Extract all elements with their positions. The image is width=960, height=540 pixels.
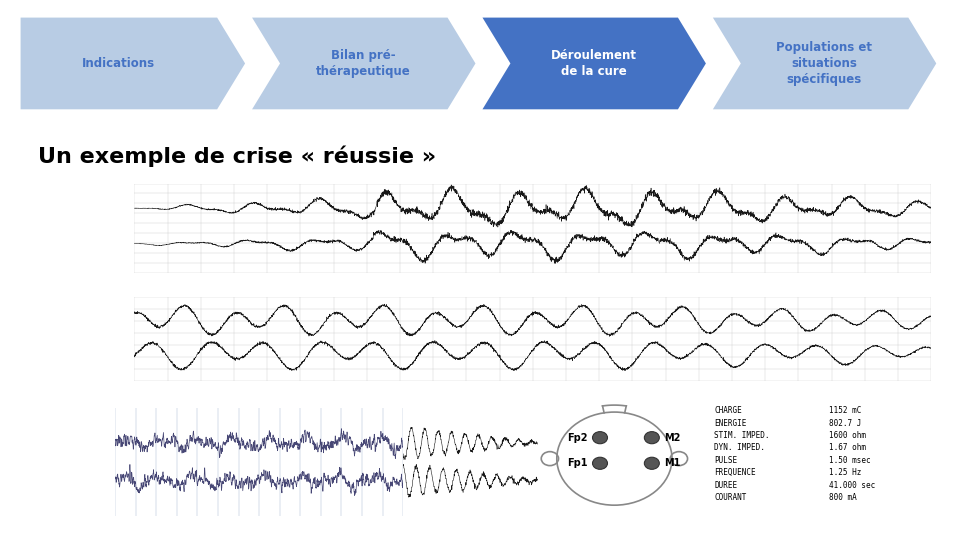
Text: M2: M2	[664, 433, 681, 443]
Text: 1600 ohm: 1600 ohm	[829, 431, 867, 440]
Text: DYN. IMPED.: DYN. IMPED.	[714, 443, 765, 453]
Text: 800 mA: 800 mA	[829, 493, 857, 502]
Text: Populations et
situations
spécifiques: Populations et situations spécifiques	[776, 41, 872, 86]
Polygon shape	[710, 16, 938, 111]
Text: Bilan pré-
thérapeutique: Bilan pré- thérapeutique	[316, 49, 411, 78]
Circle shape	[644, 457, 660, 469]
Circle shape	[592, 431, 608, 444]
Text: STIM. IMPED.: STIM. IMPED.	[714, 431, 770, 440]
Text: 1.50 msec: 1.50 msec	[829, 456, 871, 465]
Text: Un exemple de crise « réussie »: Un exemple de crise « réussie »	[38, 146, 437, 167]
Text: COURANT: COURANT	[714, 493, 747, 502]
Text: 1152 mC: 1152 mC	[829, 406, 862, 415]
Text: 802.7 J: 802.7 J	[829, 418, 862, 428]
Text: Fp2: Fp2	[566, 433, 588, 443]
Text: PULSE: PULSE	[714, 456, 737, 465]
Text: 1.67 ohm: 1.67 ohm	[829, 443, 867, 453]
Text: FREQUENCE: FREQUENCE	[714, 468, 756, 477]
Text: Déroulement
de la cure: Déroulement de la cure	[551, 49, 636, 78]
Text: Indications: Indications	[82, 57, 156, 70]
Text: CHARGE: CHARGE	[714, 406, 742, 415]
Text: DUREE: DUREE	[714, 481, 737, 490]
Polygon shape	[250, 16, 477, 111]
Text: M1: M1	[664, 458, 681, 468]
Text: 1.25 Hz: 1.25 Hz	[829, 468, 862, 477]
Text: ENERGIE: ENERGIE	[714, 418, 747, 428]
Polygon shape	[480, 16, 708, 111]
Polygon shape	[19, 16, 247, 111]
Circle shape	[644, 431, 660, 444]
Circle shape	[592, 457, 608, 469]
Text: Fp1: Fp1	[566, 458, 588, 468]
Text: 41.000 sec: 41.000 sec	[829, 481, 876, 490]
